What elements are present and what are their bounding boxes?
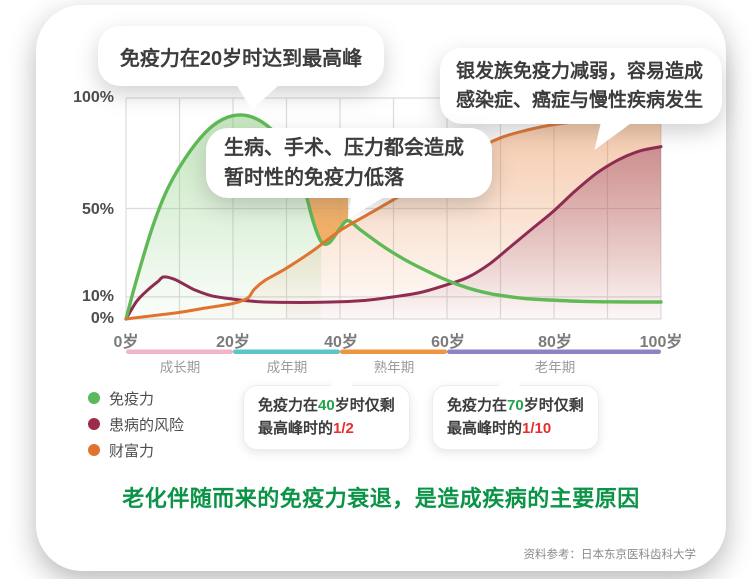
callout-silver-line1: 银发族免疫力减弱，容易造成 xyxy=(456,61,704,82)
wealth-curve xyxy=(124,115,663,321)
legend-item-immunity: 免疫力 xyxy=(88,385,184,411)
note-age40-value: 40 xyxy=(318,397,335,414)
stage-label-elderly: 老年期 xyxy=(534,360,576,375)
source-reference: 资料参考：日本东京医科齿科大学 xyxy=(523,549,697,561)
callout-dip-line1: 生病、手术、压力都会造成 xyxy=(224,137,464,159)
note-age40-line2: 最高峰时的1/2 xyxy=(258,420,354,438)
note-age70-value: 70 xyxy=(507,397,524,414)
wealth-dot-icon xyxy=(88,444,100,456)
note-age40-box: 免疫力在40岁时仅剩 最高峰时的1/2 xyxy=(243,385,410,450)
x-tick-80: 80岁 xyxy=(538,334,572,351)
headline: 老化伴随而来的免疫力衰退，是造成疾病的主要原因 xyxy=(122,486,640,511)
stage-band-segment xyxy=(447,349,661,354)
y-tick-50: 50% xyxy=(81,201,114,218)
note-age40-fraction: 1/2 xyxy=(333,420,354,438)
stage-band-segment xyxy=(126,349,233,354)
stage-band-segment xyxy=(233,349,340,354)
x-tick-60: 60岁 xyxy=(431,334,465,351)
x-tick-0: 0岁 xyxy=(113,334,139,351)
stage-label-mature: 熟年期 xyxy=(373,360,415,375)
legend-item-risk: 患病的风险 xyxy=(88,411,184,437)
note-age40-line1: 免疫力在40岁时仅剩 xyxy=(258,397,395,414)
callout-peak-bubble: 免疫力在20岁时达到最高峰 xyxy=(98,26,384,86)
immunity-curve xyxy=(124,113,663,321)
x-tick-100: 100岁 xyxy=(639,334,683,351)
callout-peak-text: 免疫力在20岁时达到最高峰 xyxy=(119,47,363,70)
callout-dip-line2: 暂时性的免疫力低落 xyxy=(224,167,404,189)
note-age70-fraction: 1/10 xyxy=(522,420,552,438)
y-tick-0: 0% xyxy=(90,310,114,327)
immunity-dot-icon xyxy=(88,392,100,404)
callout-dip-bubble: 生病、手术、压力都会造成 暂时性的免疫力低落 xyxy=(206,128,492,198)
callout-silver-line2: 感染症、癌症与慢性疾病发生 xyxy=(456,90,704,111)
stage-band-segment xyxy=(340,349,447,354)
legend: 免疫力 患病的风险 财富力 xyxy=(88,385,184,463)
y-tick-100: 100% xyxy=(73,89,114,106)
note-age70-line2: 最高峰时的1/10 xyxy=(447,420,552,438)
note-age70-box: 免疫力在70岁时仅剩 最高峰时的1/10 xyxy=(432,385,599,450)
life-stage-band xyxy=(126,349,661,354)
legend-item-wealth: 财富力 xyxy=(88,437,184,463)
risk-curve xyxy=(124,145,663,321)
x-tick-40: 40岁 xyxy=(324,334,358,351)
note-age70-line1: 免疫力在70岁时仅剩 xyxy=(447,397,584,414)
stage-label-adult: 成年期 xyxy=(266,360,308,375)
x-tick-20: 20岁 xyxy=(216,334,250,351)
stage-label-growth: 成长期 xyxy=(159,360,201,375)
risk-area-fill xyxy=(286,146,661,319)
callout-silver-bubble: 银发族免疫力减弱，容易造成 感染症、癌症与慢性疾病发生 xyxy=(440,48,722,124)
risk-dot-icon xyxy=(88,418,100,430)
y-tick-10: 10% xyxy=(81,288,114,305)
